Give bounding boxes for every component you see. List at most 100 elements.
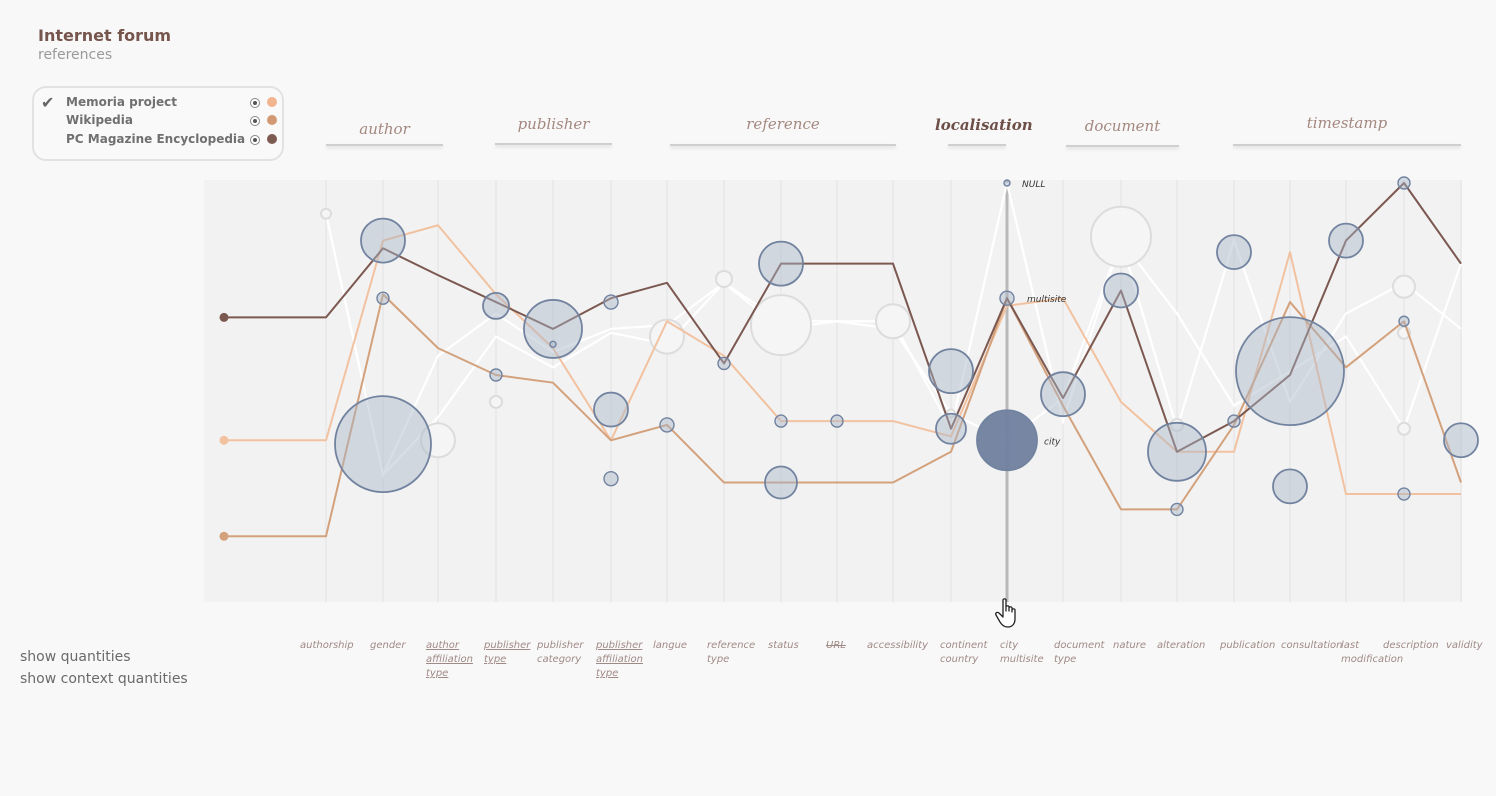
series-start-point xyxy=(219,435,229,445)
axis-label-status[interactable]: status xyxy=(768,640,799,651)
context-bubble xyxy=(489,394,503,409)
value-bubble xyxy=(1103,272,1139,309)
axis-label-publication[interactable]: publication xyxy=(1220,640,1276,651)
value-annotation: multisite xyxy=(1027,295,1067,305)
series-lines-layer xyxy=(219,182,1462,541)
group-underline xyxy=(1233,144,1461,146)
radio-icon[interactable] xyxy=(250,116,260,126)
axis-label-url[interactable]: URL xyxy=(826,640,846,651)
axis-label-consultation[interactable]: consultation xyxy=(1281,640,1343,651)
group-reference[interactable]: reference xyxy=(670,115,896,146)
series-line-memoria-project xyxy=(224,224,1461,496)
axis-label-langue[interactable]: langue xyxy=(653,640,688,651)
hand-cursor-icon xyxy=(995,598,1016,628)
value-bubble xyxy=(1170,502,1184,517)
group-timestamp[interactable]: timestamp xyxy=(1233,114,1461,146)
axis-label-nature[interactable]: nature xyxy=(1113,640,1146,651)
value-bubble xyxy=(603,294,619,310)
context-bubble xyxy=(1392,274,1416,299)
value-bubble xyxy=(1216,234,1252,271)
value-annotation: city xyxy=(1044,437,1061,447)
axis-label-publisher-affiliation-type[interactable]: publisher affiliation type xyxy=(596,640,643,679)
value-bubble xyxy=(1328,222,1364,259)
axis-label-city-multisite[interactable]: city multisite xyxy=(1000,640,1044,665)
group-author[interactable]: author xyxy=(326,120,443,146)
axis-label-validity[interactable]: validity xyxy=(1446,640,1483,651)
value-bubble xyxy=(1443,422,1479,459)
value-bubble xyxy=(1147,421,1207,482)
series-color-dot xyxy=(267,97,277,107)
value-bubble xyxy=(1235,316,1345,427)
group-underline xyxy=(326,144,443,146)
group-underline xyxy=(495,143,612,145)
group-label: author xyxy=(359,120,410,138)
value-bubble xyxy=(549,340,557,348)
context-bubble xyxy=(1090,205,1152,268)
axis-label-author-affiliation-type[interactable]: author affiliation type xyxy=(426,640,473,679)
axis-label-accessibility[interactable]: accessibility xyxy=(867,640,928,651)
legend-item-pc-magazine-encyclopedia[interactable]: PC Magazine Encyclopedia xyxy=(34,131,286,149)
value-bubble xyxy=(1398,315,1410,327)
axis-label-continent-country[interactable]: continent country xyxy=(940,640,988,665)
value-bubble xyxy=(935,412,967,445)
axis-label-authorship[interactable]: authorship xyxy=(300,640,354,651)
value-annotation: NULL xyxy=(1022,180,1045,190)
series-line-wikipedia xyxy=(224,293,1462,538)
value-bubble xyxy=(1272,468,1308,505)
group-localisation[interactable]: localisation xyxy=(935,116,1033,146)
group-label: localisation xyxy=(935,116,1033,134)
context-bubble xyxy=(715,270,733,288)
value-bubble xyxy=(764,465,798,500)
show-quantities-toggle[interactable]: show quantities xyxy=(20,649,131,665)
group-underline xyxy=(1066,145,1179,147)
legend-label: Wikipedia xyxy=(66,113,133,127)
context-bubble xyxy=(649,318,685,355)
axis-label-publisher-category[interactable]: publisher category xyxy=(537,640,584,665)
value-bubble xyxy=(489,368,503,382)
plot-background xyxy=(204,180,1462,602)
value-bubble xyxy=(1397,176,1411,190)
series-start-point xyxy=(219,531,229,541)
group-label: publisher xyxy=(517,115,590,133)
group-label: timestamp xyxy=(1306,114,1388,132)
value-bubble xyxy=(1397,487,1411,501)
radio-icon[interactable] xyxy=(250,98,260,108)
page-title: Internet forum xyxy=(38,26,172,45)
check-icon: ✔ xyxy=(41,93,55,112)
bubbles-layer xyxy=(334,176,1479,517)
axis-label-gender[interactable]: gender xyxy=(370,640,406,651)
value-bubble xyxy=(376,291,390,305)
value-bubble xyxy=(976,409,1038,472)
axis-label-publisher-type[interactable]: publisher type xyxy=(484,640,531,665)
radio-icon[interactable] xyxy=(250,135,260,145)
legend-item-memoria-project[interactable]: ✔ Memoria project xyxy=(34,93,286,112)
context-bubble xyxy=(320,207,332,220)
group-publisher[interactable]: publisher xyxy=(495,115,612,145)
value-bubble xyxy=(603,470,619,487)
series-line-pc-magazine-encyclopedia xyxy=(224,182,1462,453)
value-bubble xyxy=(758,240,804,287)
show-context-quantities-toggle[interactable]: show context quantities xyxy=(20,671,188,687)
group-label: document xyxy=(1084,117,1161,135)
axis-label-document-type[interactable]: document type xyxy=(1054,640,1105,665)
group-document[interactable]: document xyxy=(1066,117,1179,147)
value-bubble xyxy=(774,414,788,428)
axis-label-last-modification[interactable]: last modification xyxy=(1341,640,1404,665)
value-bubble xyxy=(334,395,432,494)
series-color-dot xyxy=(267,115,277,125)
axis-label-alteration[interactable]: alteration xyxy=(1157,640,1206,651)
context-bubble xyxy=(1397,421,1411,436)
legend-label: Memoria project xyxy=(66,95,177,109)
context-lines-layer xyxy=(320,182,1463,479)
legend-item-wikipedia[interactable]: Wikipedia xyxy=(34,112,286,130)
value-bubble xyxy=(830,414,844,428)
legend-label: PC Magazine Encyclopedia xyxy=(66,132,246,146)
axis-label-description[interactable]: description xyxy=(1383,640,1439,651)
value-bubble xyxy=(999,290,1015,306)
axis-label-reference-type[interactable]: reference type xyxy=(707,640,756,665)
group-label: reference xyxy=(746,115,820,133)
page-subtitle: references xyxy=(38,47,113,63)
group-underline xyxy=(948,144,1006,146)
value-bubble xyxy=(1040,371,1086,418)
